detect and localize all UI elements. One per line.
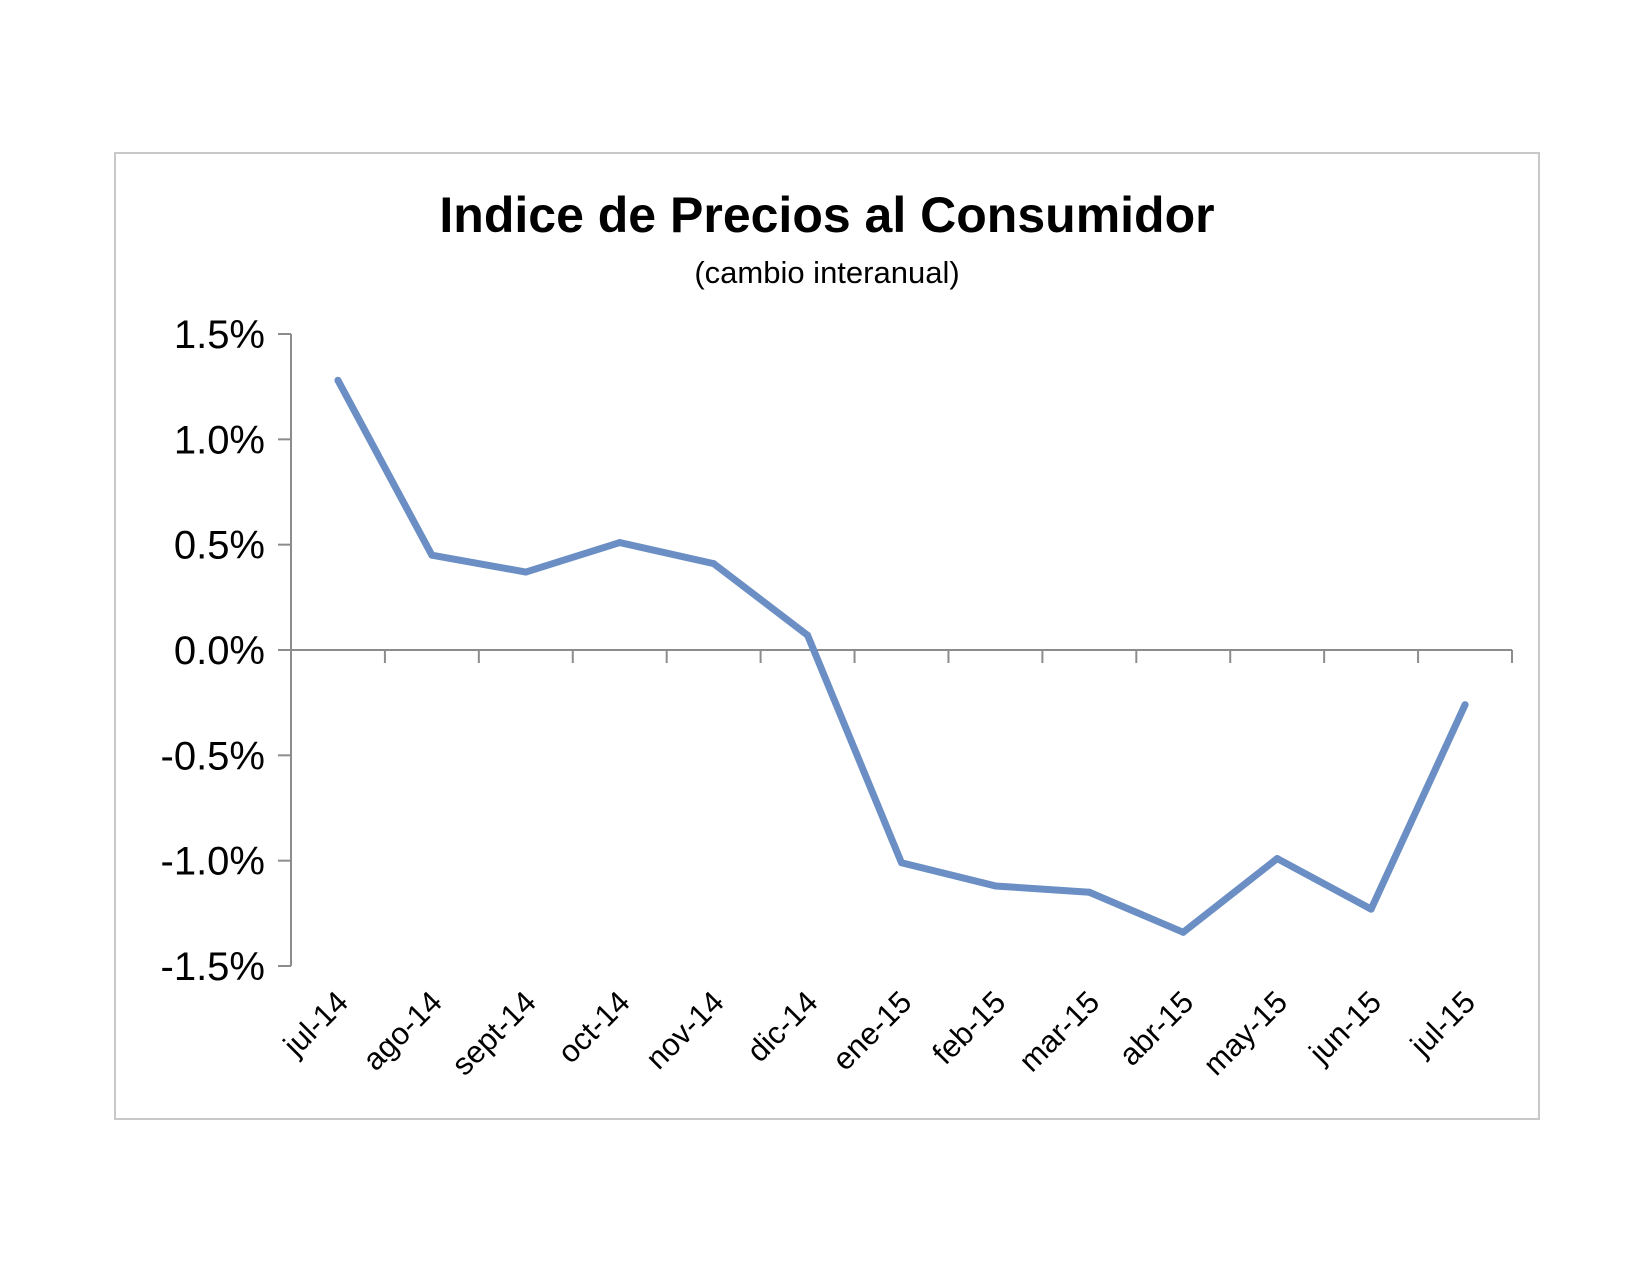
y-axis	[278, 333, 292, 967]
chart-area	[114, 152, 1540, 1120]
x-tick-label: abr-15	[1112, 984, 1200, 1072]
x-tick-label: may-15	[1196, 984, 1294, 1082]
y-tick-label: -0.5%	[161, 734, 266, 778]
y-tick-labels: 1.5% 1.0% 0.5% 0.0% -0.5% -1.0% -1.5%	[161, 313, 266, 989]
data-point	[710, 560, 718, 568]
data-point	[1273, 855, 1281, 863]
data-point	[428, 551, 436, 559]
chart-subtitle: (cambio interanual)	[694, 255, 959, 290]
data-point	[898, 859, 905, 867]
data-point	[616, 539, 624, 547]
data-point	[991, 882, 999, 890]
x-tick-label: oct-14	[551, 984, 637, 1070]
data-point	[334, 376, 342, 384]
chart-title: Indice de Precios al Consumidor	[439, 187, 1214, 243]
data-point	[522, 568, 530, 576]
y-tick-label: -1.5%	[161, 945, 266, 989]
series-line	[334, 376, 1469, 936]
y-tick-label: 0.0%	[174, 629, 265, 673]
y-tick-label: 1.5%	[174, 313, 265, 357]
x-axis	[291, 649, 1513, 663]
data-point	[1461, 701, 1469, 709]
x-tick-label: jul-14	[276, 984, 355, 1063]
x-tick-label: nov-14	[639, 984, 731, 1076]
x-tick-label: ene-15	[825, 984, 918, 1077]
y-tick-label: -1.0%	[161, 840, 266, 884]
data-point	[1179, 928, 1187, 936]
data-point	[1085, 888, 1093, 896]
y-tick-label: 0.5%	[174, 524, 265, 568]
data-point	[1367, 905, 1375, 913]
series-group	[334, 376, 1469, 936]
x-tick-label: dic-14	[740, 984, 824, 1068]
data-point	[804, 631, 812, 639]
y-tick-label: 1.0%	[174, 418, 265, 462]
x-tick-label: feb-15	[925, 984, 1012, 1071]
x-tick-label: jun-15	[1302, 984, 1388, 1070]
x-tick-label: sept-14	[445, 984, 543, 1082]
x-tick-label: jul-15	[1403, 984, 1482, 1063]
x-tick-label: mar-15	[1012, 984, 1106, 1078]
x-tick-label: ago-14	[356, 984, 449, 1077]
